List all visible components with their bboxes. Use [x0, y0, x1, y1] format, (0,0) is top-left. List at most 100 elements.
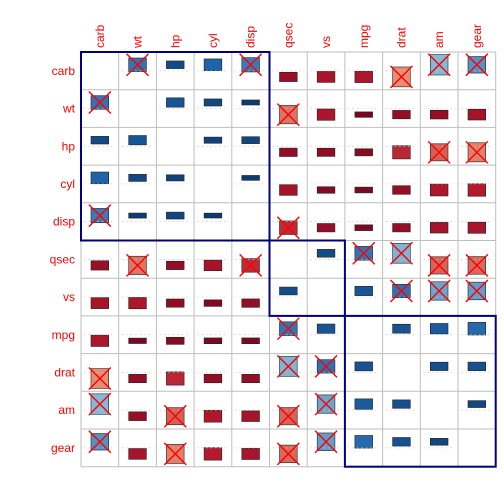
row-label-carb: carb — [52, 64, 76, 78]
bar-vs-carb — [91, 298, 109, 309]
bar-carb-qsec — [280, 72, 298, 81]
bar-cyl-carb — [91, 172, 109, 184]
bar-am-gear — [468, 401, 486, 408]
row-label-qsec: qsec — [50, 252, 75, 266]
bar-hp-wt — [129, 136, 147, 145]
bar-cyl-drat — [393, 186, 411, 195]
bar-disp-wt — [129, 213, 147, 218]
bar-am-disp — [242, 411, 260, 422]
bar-mpg-wt — [129, 338, 147, 343]
bar-wt-vs — [317, 109, 335, 120]
bar-wt-gear — [468, 109, 486, 120]
bar-cyl-wt — [129, 174, 147, 181]
row-label-cyl: cyl — [60, 177, 75, 191]
bar-qsec-vs — [317, 249, 335, 257]
bar-cyl-mpg — [355, 187, 373, 193]
bar-disp-mpg — [355, 225, 373, 231]
bar-vs-hp — [166, 299, 184, 307]
bar-wt-hp — [166, 98, 184, 107]
bar-mpg-drat — [393, 324, 411, 333]
column-label-cyl: cyl — [206, 33, 220, 48]
bar-drat-hp — [166, 372, 184, 385]
bar-drat-gear — [468, 362, 486, 371]
bar-qsec-hp — [166, 261, 184, 269]
bar-disp-am — [430, 222, 448, 233]
bar-cyl-vs — [317, 187, 335, 194]
bar-drat-mpg — [355, 362, 373, 371]
bar-disp-drat — [393, 224, 411, 232]
bar-disp-cyl — [204, 213, 222, 218]
bar-gear-disp — [242, 448, 260, 459]
bar-cyl-hp — [166, 175, 184, 181]
row-label-disp: disp — [53, 215, 75, 229]
column-label-qsec: qsec — [281, 23, 295, 48]
column-label-drat: drat — [394, 27, 408, 48]
bar-cyl-qsec — [280, 185, 298, 196]
bar-gear-wt — [129, 449, 147, 460]
bar-wt-am — [430, 110, 448, 119]
bar-qsec-carb — [91, 261, 109, 270]
bar-mpg-gear — [468, 322, 486, 335]
bar-mpg-carb — [91, 335, 109, 346]
bar-hp-cyl — [204, 137, 222, 143]
bar-hp-disp — [242, 137, 260, 144]
bar-carb-mpg — [355, 71, 373, 82]
bar-hp-drat — [393, 146, 411, 159]
bar-drat-cyl — [204, 374, 222, 383]
bar-mpg-hp — [166, 337, 184, 344]
bar-mpg-disp — [242, 338, 260, 344]
column-label-gear: gear — [470, 24, 484, 48]
bar-qsec-cyl — [204, 260, 222, 271]
bar-vs-disp — [242, 299, 260, 307]
bar-wt-cyl — [204, 99, 222, 106]
bar-mpg-vs — [317, 324, 335, 333]
bars-layer — [84, 55, 493, 464]
bar-am-drat — [393, 400, 411, 408]
bar-cyl-gear — [468, 184, 486, 196]
bar-hp-qsec — [280, 148, 298, 156]
bar-hp-mpg — [355, 149, 373, 156]
row-label-vs: vs — [63, 290, 75, 304]
bar-am-cyl — [204, 410, 222, 422]
bar-cyl-disp — [242, 175, 260, 180]
bar-gear-mpg — [355, 435, 373, 448]
bar-vs-wt — [129, 297, 147, 308]
bar-hp-carb — [91, 136, 109, 144]
column-label-wt: wt — [131, 35, 145, 49]
bar-disp-hp — [166, 212, 184, 219]
label-layer: carb carb wt wt hp hp cyl cyl disp disp qsec qsec vs… — [50, 23, 484, 455]
column-label-carb: carb — [93, 24, 107, 48]
bar-carb-hp — [166, 61, 184, 69]
bar-disp-gear — [468, 222, 486, 233]
bar-mpg-am — [430, 323, 448, 333]
column-label-am: am — [432, 31, 446, 48]
column-label-hp: hp — [168, 34, 182, 48]
bar-drat-disp — [242, 374, 260, 382]
bar-cyl-am — [430, 184, 448, 196]
bar-disp-vs — [317, 224, 335, 232]
column-label-vs: vs — [319, 36, 333, 48]
bar-am-wt — [129, 412, 147, 421]
row-label-wt: wt — [62, 102, 76, 116]
row-label-mpg: mpg — [52, 328, 75, 342]
row-label-gear: gear — [51, 441, 75, 455]
bar-gear-am — [430, 438, 448, 445]
bar-wt-disp — [242, 100, 260, 105]
bar-vs-cyl — [204, 300, 222, 307]
row-label-am: am — [58, 403, 75, 417]
bar-gear-drat — [393, 438, 411, 447]
bar-am-mpg — [355, 399, 373, 409]
bar-carb-cyl — [204, 59, 222, 71]
bar-drat-wt — [129, 374, 147, 382]
bar-wt-drat — [393, 110, 411, 118]
bar-mpg-cyl — [204, 338, 222, 344]
bar-vs-qsec — [280, 287, 298, 295]
row-label-drat: drat — [54, 365, 75, 379]
bar-drat-am — [430, 362, 448, 370]
bar-wt-mpg — [355, 112, 373, 117]
column-label-mpg: mpg — [357, 25, 371, 48]
row-label-hp: hp — [62, 139, 76, 153]
bar-carb-vs — [317, 71, 335, 82]
column-label-disp: disp — [244, 26, 258, 48]
